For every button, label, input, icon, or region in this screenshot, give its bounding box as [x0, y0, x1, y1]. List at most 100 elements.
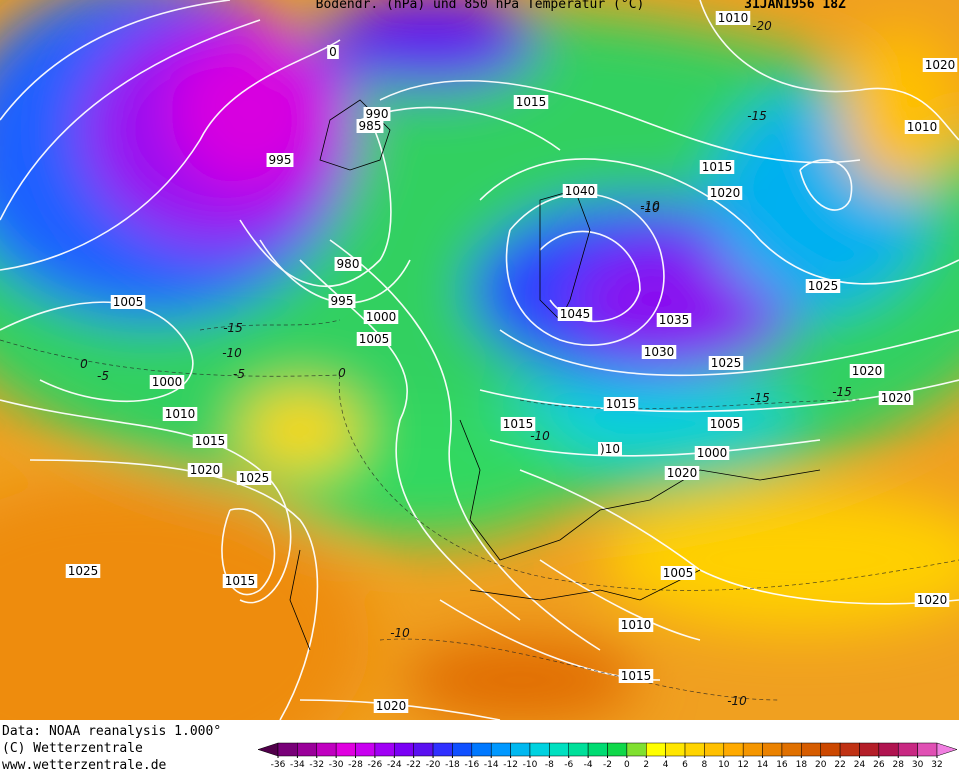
colorbar-tick-label: -16 — [464, 760, 479, 770]
isobar-label-box — [328, 294, 356, 308]
isobar-label-box — [149, 375, 185, 389]
isobar-label-box — [266, 153, 294, 167]
isobar-label: 1005 — [359, 332, 390, 346]
isobar-label-box — [618, 669, 654, 683]
isobar-label-box — [805, 279, 841, 293]
isobar-label: 1010 — [165, 407, 196, 421]
isobar-label: 0 — [329, 45, 337, 59]
colorbar-swatch — [762, 742, 783, 757]
isobar-label: 1015 — [606, 397, 637, 411]
isobar-label: 1005 — [710, 417, 741, 431]
isotherm-label: -20 — [752, 19, 772, 33]
colorbar-swatch — [277, 742, 298, 757]
isobar-label: 1020 — [667, 466, 698, 480]
colorbar-tick-label: -24 — [387, 760, 402, 770]
colorbar-arrow — [257, 742, 279, 757]
colorbar-swatch — [568, 742, 589, 757]
isobar-label-box — [707, 417, 743, 431]
footer-line: Data: NOAA reanalysis 1.000° — [2, 724, 221, 739]
colorbar-swatch — [839, 742, 860, 757]
colorbar-tick-label: -36 — [271, 760, 286, 770]
isotherm-label: -5 — [233, 367, 245, 381]
isobar-label-box — [562, 184, 598, 198]
colorbar-arrow — [936, 742, 958, 757]
colorbar-tick-label: 32 — [931, 760, 942, 770]
colorbar-swatch — [917, 742, 938, 757]
isobar-label-box — [849, 364, 885, 378]
isobar-label-box — [904, 120, 940, 134]
isotherm-label: -10 — [222, 346, 242, 360]
isotherm-label: -15 — [747, 109, 767, 123]
colorbar-swatch — [684, 742, 705, 757]
colorbar-tick-label: 28 — [893, 760, 905, 770]
isobar-label-box — [327, 45, 339, 59]
colorbar-tick-label: 14 — [757, 760, 769, 770]
colorbar-swatch — [452, 742, 473, 757]
map-title: Bodendr. (hPa) und 850 hPa Temperatur (°… — [316, 0, 645, 12]
isobar-label: 1005 — [113, 295, 144, 309]
isobar-label: 1020 — [710, 186, 741, 200]
isobar-label-box — [513, 95, 549, 109]
colorbar-tick-label: 12 — [737, 760, 748, 770]
isobar-label: 995 — [269, 153, 292, 167]
isobar-label-box — [878, 391, 914, 405]
colorbar-swatch — [897, 742, 918, 757]
isobar-label: 1040 — [565, 184, 596, 198]
isotherm-label: -15 — [832, 385, 852, 399]
colorbar-tick-label: -30 — [329, 760, 344, 770]
colorbar-swatch — [510, 742, 531, 757]
isobar-label: 980 — [337, 257, 360, 271]
colorbar-swatch — [859, 742, 880, 757]
isotherm-label: 0 — [338, 366, 346, 380]
colorbar-swatch — [471, 742, 492, 757]
isobar-label-box — [363, 310, 399, 324]
isobar-label: 1015 — [503, 417, 534, 431]
colorbar-tick-label: 26 — [873, 760, 885, 770]
colorbar-swatch — [878, 742, 899, 757]
colorbar-swatch — [820, 742, 841, 757]
colorbar-tick-label: -12 — [503, 760, 518, 770]
colorbar-swatch — [646, 742, 666, 757]
colorbar-tick-label: 18 — [796, 760, 808, 770]
colorbar-swatch — [432, 742, 453, 757]
isobar-label: 1045 — [560, 307, 591, 321]
isobar-label-box — [598, 442, 622, 456]
isobar-label: 995 — [331, 294, 354, 308]
isotherm-label: -15 — [750, 391, 770, 405]
isobar-label-box — [373, 699, 409, 713]
colorbar-tick-label: 4 — [663, 760, 669, 770]
isobar-label-box — [356, 332, 392, 346]
colorbar-tick-label: -6 — [564, 760, 573, 770]
colorbar-swatch — [587, 742, 608, 757]
colorbar-swatch — [781, 742, 802, 757]
isobar-label: 1000 — [366, 310, 397, 324]
isobar-label-box — [356, 119, 384, 133]
isobar-label: 1015 — [516, 95, 547, 109]
colorbar-tick-label: 24 — [854, 760, 866, 770]
colorbar-tick-label: 16 — [776, 760, 788, 770]
isobar-label: 1025 — [239, 471, 270, 485]
isobar-label-box — [500, 417, 536, 431]
isobar-label: 1025 — [711, 356, 742, 370]
colorbar-tick-label: 8 — [702, 760, 708, 770]
isobar-label: 1015 — [225, 574, 256, 588]
isobar-label-box — [664, 466, 700, 480]
isobar-label: 985 — [359, 119, 382, 133]
isobar-label: 1035 — [659, 313, 690, 327]
isobar-label: 1005 — [663, 566, 694, 580]
isobar-label: 1015 — [195, 434, 226, 448]
isobar-label: 1020 — [376, 699, 407, 713]
colorbar-tick-label: 0 — [624, 760, 630, 770]
colorbar-tick-label: 20 — [815, 760, 827, 770]
isotherm-label: -10 — [390, 626, 410, 640]
isobar-label-box — [641, 345, 677, 359]
colorbar-swatch — [529, 742, 550, 757]
isobar-label: )10 — [600, 442, 620, 456]
isobar-label: 1020 — [190, 463, 221, 477]
colorbar-tick-label: 22 — [834, 760, 845, 770]
isobar-label: 1015 — [702, 160, 733, 174]
colorbar-tick-label: -26 — [368, 760, 383, 770]
colorbar-swatch — [626, 742, 647, 757]
isobar-label-box — [707, 186, 743, 200]
